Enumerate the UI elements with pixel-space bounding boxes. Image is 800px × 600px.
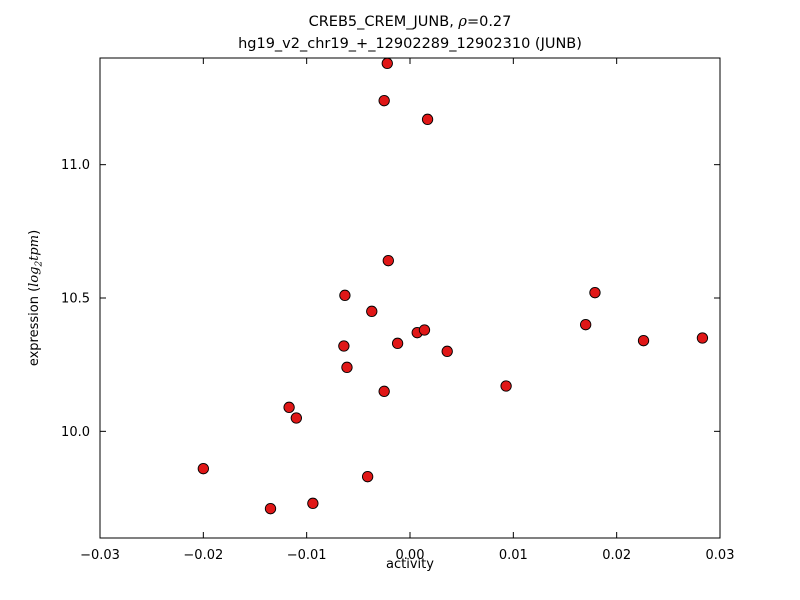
data-point: [283, 401, 295, 413]
data-point: [361, 471, 374, 483]
data-point: [382, 255, 394, 267]
data-point: [580, 319, 592, 331]
data-point: [391, 337, 404, 349]
y-tick-label: 11.0: [61, 158, 90, 173]
data-point: [290, 412, 302, 424]
data-point: [418, 324, 431, 336]
x-tick-label: 0.03: [706, 548, 735, 563]
x-axis-label: activity: [386, 557, 434, 572]
data-point: [339, 289, 351, 301]
y-label-prefix: expression (: [27, 286, 42, 367]
x-tick-label: −0.02: [183, 548, 223, 563]
title-text-suffix: =0.27: [466, 14, 512, 30]
data-point: [378, 385, 390, 397]
y-label-suffix: ): [27, 229, 42, 235]
title-rho-symbol: ρ: [458, 14, 467, 30]
data-point: [381, 57, 393, 69]
x-tick-label: 0.01: [499, 548, 528, 563]
chart-title-line1: CREB5_CREM_JUNB, ρ=0.27: [100, 12, 720, 34]
data-point: [378, 95, 390, 107]
data-point: [696, 332, 709, 344]
y-label-log-sub: 2: [34, 260, 45, 267]
data-point: [500, 380, 512, 392]
x-tick-label: −0.03: [80, 548, 120, 563]
y-label-log: log: [27, 266, 42, 287]
data-point: [589, 287, 601, 299]
chart-title-line2: hg19_v2_chr19_+_12902289_12902310 (JUNB): [238, 35, 582, 52]
data-point: [421, 113, 434, 125]
x-tick-label: 0.00: [396, 548, 425, 563]
data-point: [441, 345, 453, 357]
x-tick-label: −0.01: [287, 548, 327, 563]
x-tick-label: 0.02: [602, 548, 631, 563]
chart-title: CREB5_CREM_JUNB, ρ=0.27 hg19_v2_chr19_+_…: [100, 12, 720, 56]
data-point: [197, 463, 209, 475]
y-axis-label: expression (log2tpm): [27, 148, 45, 448]
y-tick-label: 10.5: [61, 292, 90, 307]
y-label-tpm: tpm: [27, 234, 42, 261]
data-point: [264, 503, 277, 515]
data-point: [307, 497, 319, 509]
y-tick-label: 10.0: [61, 425, 90, 440]
title-text-prefix: CREB5_CREM_JUNB,: [308, 14, 459, 30]
data-point: [637, 335, 650, 347]
data-point: [338, 340, 350, 352]
plot-frame: [99, 57, 721, 539]
data-point: [366, 305, 378, 317]
data-point: [341, 361, 353, 373]
